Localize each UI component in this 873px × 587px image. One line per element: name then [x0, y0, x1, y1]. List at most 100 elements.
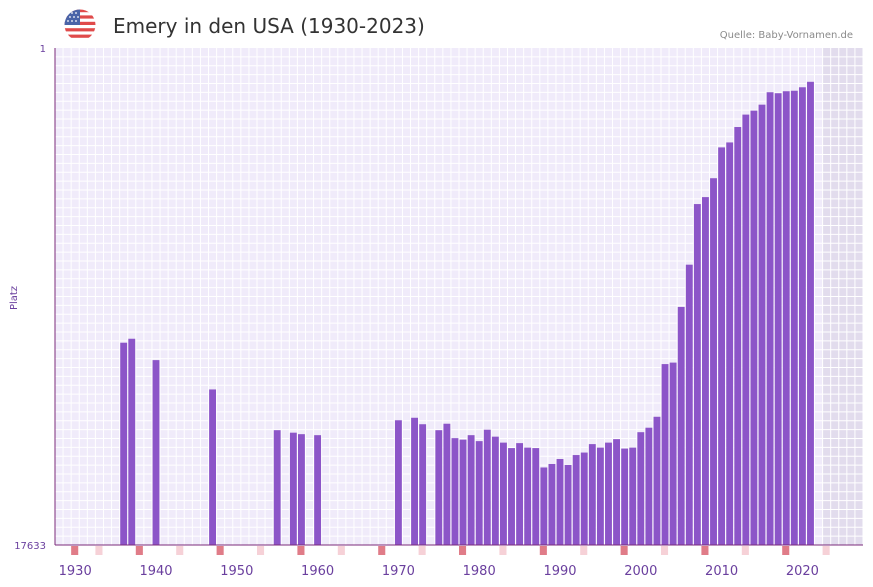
marker-light-1963	[337, 546, 345, 555]
bar-2011	[726, 142, 734, 545]
bar-1980	[475, 441, 483, 545]
marker-light-2003	[661, 546, 669, 555]
bar-1992	[572, 455, 580, 545]
y-tick-top: 1	[40, 44, 46, 55]
x-tick-1980: 1980	[463, 564, 496, 579]
marker-strong-1978	[459, 546, 467, 555]
marker-light-1933	[95, 546, 103, 555]
bar-2004	[669, 362, 677, 545]
bar-1988	[540, 467, 548, 545]
marker-strong-1988	[539, 546, 547, 555]
source-label: Quelle: Baby-Vornamen.de	[719, 30, 853, 41]
x-tick-1960: 1960	[301, 564, 334, 579]
bar-1960	[314, 435, 322, 545]
bar-1940	[152, 360, 160, 545]
bar-1995	[596, 447, 604, 545]
x-tick-2020: 2020	[786, 564, 819, 579]
bar-1977	[451, 438, 459, 545]
x-tick-2000: 2000	[624, 564, 657, 579]
marker-strong-1998	[620, 546, 628, 555]
bar-1975	[435, 430, 443, 545]
marker-light-1953	[257, 546, 265, 555]
y-tick-labels: 1 17633	[14, 44, 46, 552]
bar-1972	[411, 417, 418, 545]
bar-1983	[500, 442, 507, 545]
bar-1990	[556, 459, 564, 545]
bar-1986	[524, 447, 532, 545]
chart-title: Emery in den USA (1930-2023)	[113, 14, 425, 38]
decade-markers	[71, 546, 830, 555]
bar-1994	[588, 444, 596, 545]
marker-light-2023	[822, 546, 830, 555]
bar-1981	[483, 429, 491, 545]
marker-light-1973	[418, 546, 426, 555]
marker-strong-1958	[297, 546, 305, 555]
bar-2001	[645, 427, 653, 545]
bar-1973	[419, 424, 427, 545]
grid-lines	[54, 48, 864, 545]
bar-1937	[128, 338, 136, 545]
bar-1947	[209, 389, 216, 545]
bar-2003	[661, 364, 669, 545]
marker-strong-2018	[782, 546, 790, 555]
x-tick-1970: 1970	[382, 564, 415, 579]
bar-1999	[629, 447, 637, 545]
bar-1970	[394, 420, 402, 545]
x-tick-1940: 1940	[139, 564, 172, 579]
x-tick-labels: 1930 1940 1950 1960 1970 1980 1990 2000 2010 2020	[59, 564, 819, 579]
bar-2012	[734, 127, 742, 545]
bar-1978	[459, 439, 467, 545]
bar-1985	[516, 443, 524, 545]
marker-strong-2008	[701, 546, 709, 555]
bar-1979	[467, 435, 475, 545]
marker-strong-1930	[71, 546, 79, 555]
bar-1955	[273, 430, 281, 545]
bar-2006	[685, 264, 693, 545]
bar-2010	[718, 147, 726, 545]
bar-2009	[710, 178, 717, 546]
bar-2017	[774, 93, 782, 546]
marker-light-2013	[741, 546, 749, 555]
y-axis-label: Platz	[9, 286, 20, 310]
bar-1958	[298, 434, 305, 545]
bar-2015	[758, 104, 766, 546]
x-tick-1990: 1990	[543, 564, 576, 579]
marker-light-1943	[176, 546, 184, 555]
bar-2021	[807, 81, 814, 546]
marker-strong-1968	[378, 546, 386, 555]
bar-1993	[580, 452, 588, 545]
marker-strong-1938	[135, 546, 143, 555]
bar-2013	[742, 114, 750, 546]
bar-1987	[532, 448, 540, 545]
marker-light-1993	[580, 546, 588, 555]
bar-2002	[653, 416, 661, 545]
bar-2007	[693, 204, 701, 546]
bar-1991	[564, 464, 572, 545]
bar-1982	[491, 436, 499, 545]
bar-1996	[605, 442, 612, 545]
us-flag-icon	[64, 9, 96, 41]
bar-2005	[677, 306, 685, 545]
bar-1957	[289, 432, 297, 545]
bar-1936	[120, 342, 128, 545]
bar-2014	[750, 110, 758, 545]
marker-light-1983	[499, 546, 507, 555]
x-tick-1950: 1950	[220, 564, 253, 579]
bar-2016	[766, 92, 774, 545]
x-tick-2010: 2010	[705, 564, 738, 579]
bar-series	[120, 81, 814, 546]
bar-1976	[443, 423, 451, 545]
y-tick-bottom: 17633	[14, 541, 46, 552]
bar-2020	[798, 87, 806, 545]
bar-1984	[508, 448, 515, 545]
x-tick-1930: 1930	[59, 564, 92, 579]
bar-2008	[702, 197, 709, 545]
bar-2019	[790, 90, 798, 545]
bar-2018	[782, 91, 790, 545]
bar-1989	[548, 463, 556, 545]
bar-1997	[613, 439, 620, 545]
marker-strong-1948	[216, 546, 224, 555]
bar-2000	[637, 432, 645, 545]
bar-1998	[621, 448, 629, 545]
